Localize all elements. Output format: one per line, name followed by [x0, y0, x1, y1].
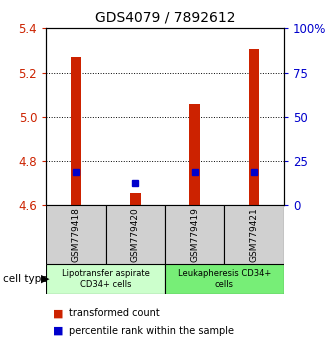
Title: GDS4079 / 7892612: GDS4079 / 7892612 — [95, 10, 235, 24]
Bar — [106, 205, 165, 264]
Text: ■: ■ — [53, 308, 63, 318]
Bar — [71, 57, 81, 205]
Bar — [249, 49, 259, 205]
Bar — [46, 264, 165, 294]
Text: transformed count: transformed count — [69, 308, 160, 318]
Bar — [224, 205, 284, 264]
Bar — [165, 264, 284, 294]
Text: cell type: cell type — [3, 274, 48, 284]
Text: ▶: ▶ — [41, 274, 50, 284]
Text: ■: ■ — [53, 326, 63, 336]
Text: Lipotransfer aspirate
CD34+ cells: Lipotransfer aspirate CD34+ cells — [62, 269, 149, 289]
Bar — [130, 193, 141, 205]
Bar — [189, 104, 200, 205]
Text: Leukapheresis CD34+
cells: Leukapheresis CD34+ cells — [178, 269, 271, 289]
Bar — [165, 205, 224, 264]
Text: GSM779421: GSM779421 — [249, 207, 259, 262]
Text: GSM779419: GSM779419 — [190, 207, 199, 262]
Text: percentile rank within the sample: percentile rank within the sample — [69, 326, 234, 336]
Text: GSM779418: GSM779418 — [71, 207, 81, 262]
Text: GSM779420: GSM779420 — [131, 207, 140, 262]
Bar — [46, 205, 106, 264]
